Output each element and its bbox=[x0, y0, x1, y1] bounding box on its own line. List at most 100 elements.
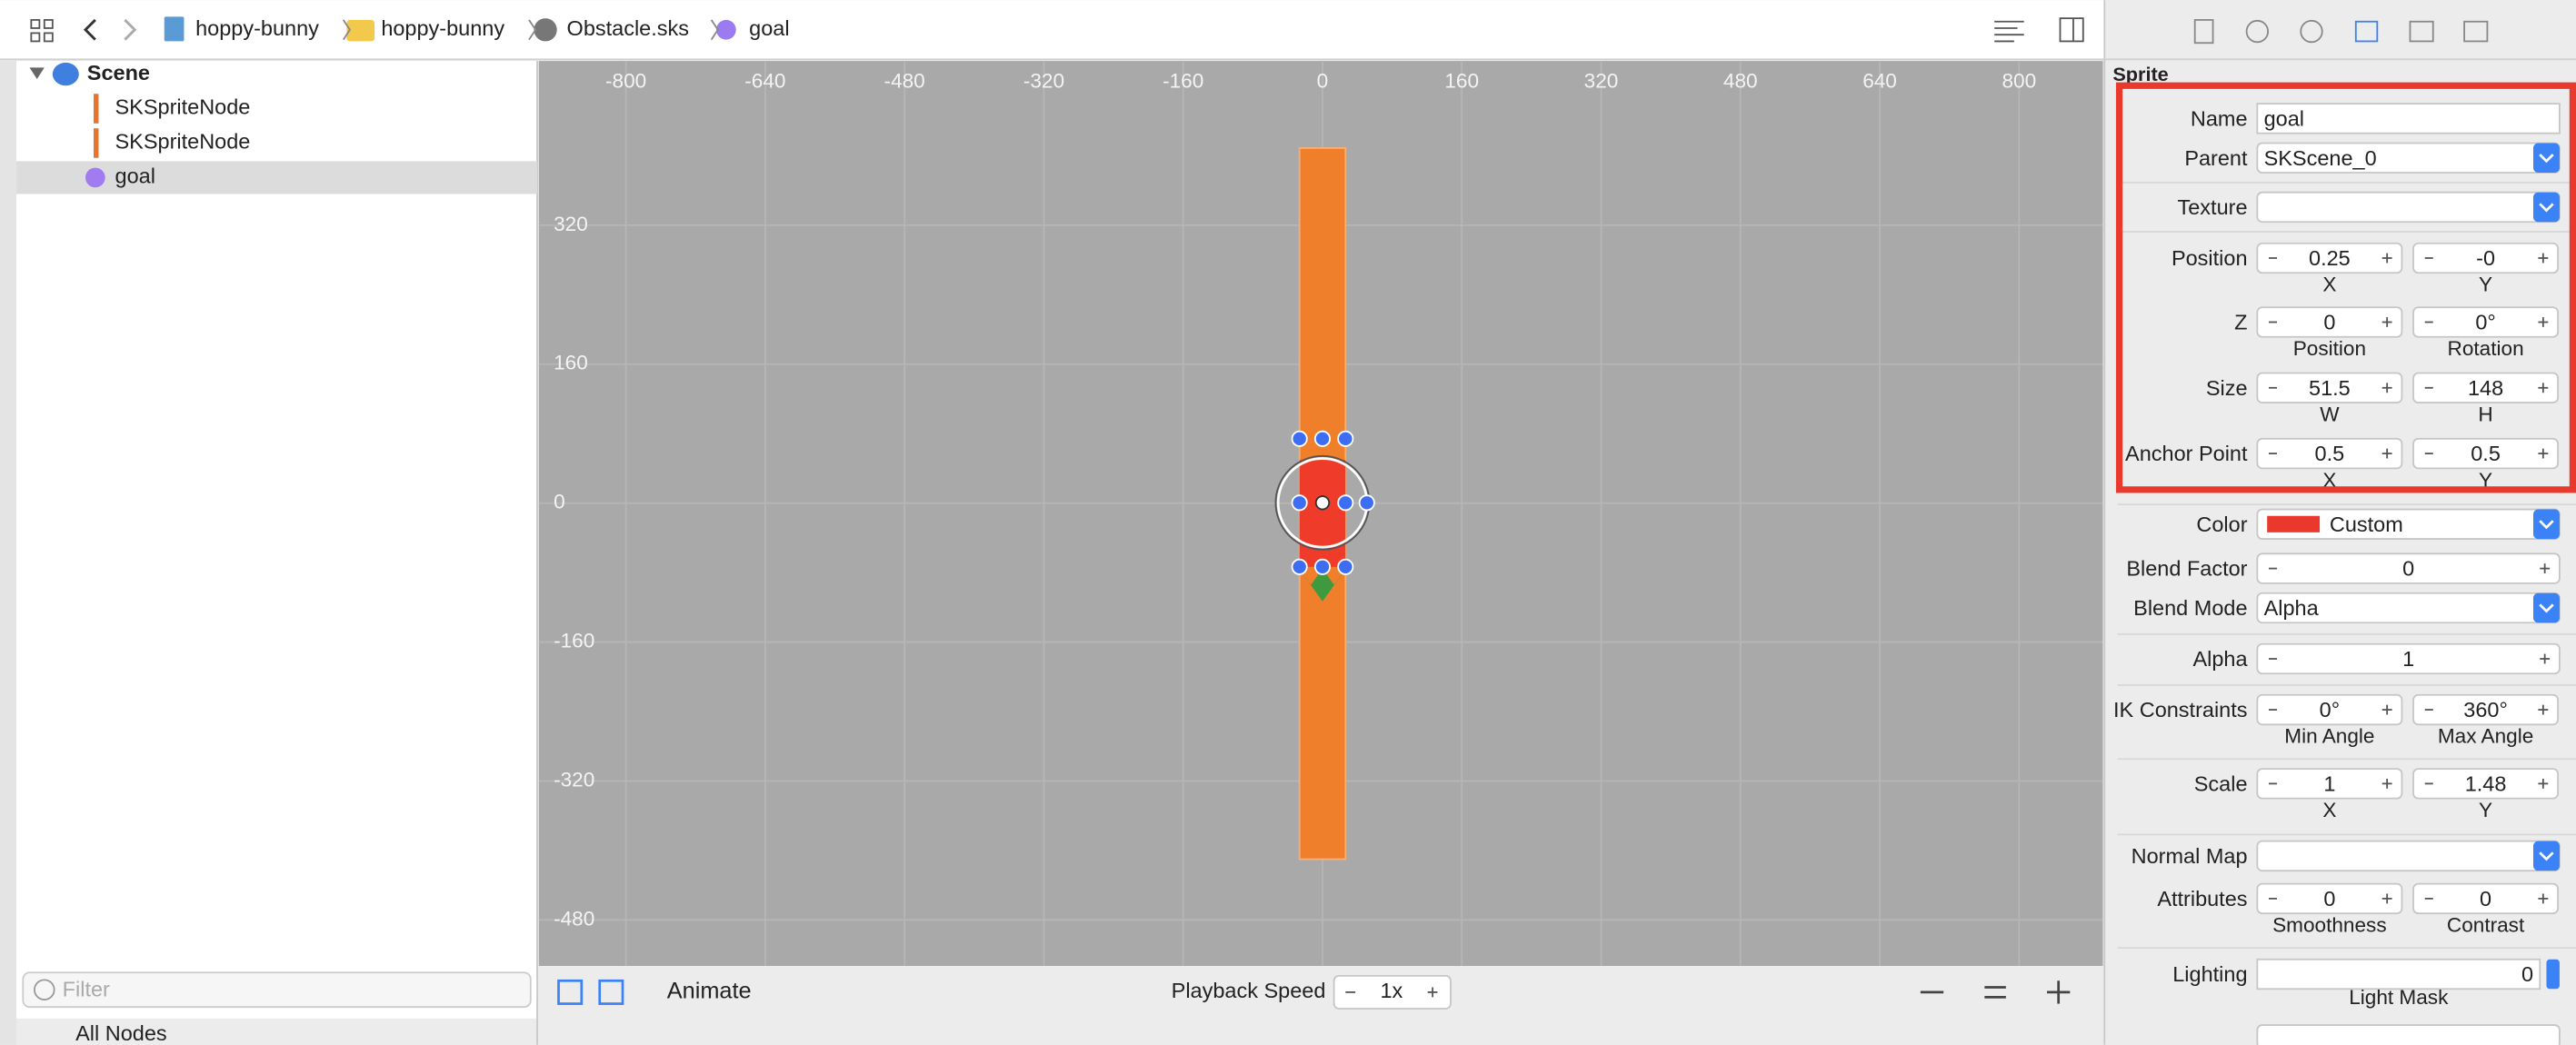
field-caption: X bbox=[2322, 274, 2336, 296]
dropdown[interactable] bbox=[2256, 840, 2561, 872]
editor-icon[interactable] bbox=[1994, 20, 2024, 43]
field-label: Texture bbox=[2178, 195, 2248, 219]
bottom-bar bbox=[538, 965, 2103, 1019]
resize-handle[interactable] bbox=[1358, 494, 1375, 512]
dropdown-arrow[interactable] bbox=[2533, 192, 2560, 223]
back-button[interactable] bbox=[83, 18, 96, 41]
number-field[interactable] bbox=[2256, 958, 2541, 990]
ruler-label: -320 bbox=[1023, 70, 1064, 93]
stepper-field[interactable] bbox=[2412, 882, 2560, 915]
stepper-field[interactable] bbox=[2256, 642, 2561, 675]
forward-button[interactable] bbox=[124, 18, 137, 41]
grid-icon[interactable] bbox=[30, 19, 54, 43]
dropdown[interactable] bbox=[2256, 191, 2561, 224]
playback-value: 1x bbox=[1380, 979, 1403, 1002]
inspector-toggle[interactable] bbox=[2059, 17, 2084, 43]
field-value: 148 bbox=[2468, 376, 2503, 400]
field[interactable] bbox=[2256, 1024, 2561, 1045]
project-icon bbox=[164, 16, 185, 42]
field-label: Alpha bbox=[2192, 647, 2248, 671]
field-label: Name bbox=[2191, 106, 2248, 130]
scene-icon bbox=[52, 62, 79, 86]
ruler-label: -160 bbox=[1163, 70, 1203, 93]
resize-handle[interactable] bbox=[1291, 430, 1308, 447]
animate-button[interactable]: Animate bbox=[667, 979, 752, 1004]
field-label: Blend Mode bbox=[2133, 596, 2247, 620]
ruler-label: 800 bbox=[2002, 70, 2036, 93]
field-label: Size bbox=[2206, 376, 2248, 400]
zoom-in[interactable] bbox=[2047, 980, 2071, 1004]
field-value: -0 bbox=[2476, 246, 2495, 270]
resize-handle[interactable] bbox=[1337, 558, 1354, 575]
stepper-field[interactable] bbox=[2256, 306, 2403, 338]
breadcrumb-item[interactable]: hoppy-bunny bbox=[195, 16, 319, 40]
field-value: 0.5 bbox=[2315, 442, 2345, 465]
stepper-field[interactable] bbox=[2412, 242, 2560, 274]
resize-handle[interactable] bbox=[1337, 494, 1354, 512]
field-label: Lighting bbox=[2172, 962, 2247, 986]
field-label: Color bbox=[2196, 513, 2247, 536]
stepper-buttons[interactable] bbox=[2546, 959, 2560, 990]
zoom-reset[interactable] bbox=[1984, 986, 2006, 999]
breadcrumb-item[interactable]: hoppy-bunny bbox=[381, 16, 504, 40]
ruler-label: 0 bbox=[1317, 70, 1329, 93]
filter-field[interactable] bbox=[22, 971, 532, 1009]
field-value: 0° bbox=[2475, 311, 2495, 334]
resize-handle[interactable] bbox=[1313, 558, 1331, 575]
field-caption: Position bbox=[2293, 337, 2366, 360]
ruler-label: -640 bbox=[744, 70, 785, 93]
gutter bbox=[0, 61, 17, 1045]
breadcrumb-item[interactable]: Obstacle.sks bbox=[567, 16, 689, 40]
stepper-field[interactable] bbox=[2256, 437, 2403, 470]
stepper-field[interactable] bbox=[2256, 693, 2403, 726]
outline-item[interactable]: Scene bbox=[87, 61, 150, 85]
field-label: Anchor Point bbox=[2125, 442, 2248, 465]
stepper-field[interactable] bbox=[2412, 306, 2560, 338]
outline-item[interactable]: goal bbox=[115, 164, 155, 188]
scope-selector[interactable]: All Nodes bbox=[75, 1021, 167, 1045]
stepper-field[interactable] bbox=[2256, 552, 2561, 584]
color-swatch bbox=[2267, 515, 2321, 532]
stepper-field[interactable] bbox=[2412, 768, 2560, 800]
stepper-field[interactable] bbox=[2412, 372, 2560, 403]
field-value: 1 bbox=[2402, 647, 2414, 671]
field-value: 0 bbox=[2323, 311, 2335, 334]
stepper-field[interactable] bbox=[2256, 882, 2403, 915]
stepper-field[interactable] bbox=[2256, 242, 2403, 274]
field-caption: X bbox=[2322, 469, 2336, 492]
layout-toggle[interactable] bbox=[557, 979, 584, 1005]
field-label: Normal Map bbox=[2132, 844, 2248, 868]
layout-toggle[interactable] bbox=[598, 979, 624, 1005]
resize-handle[interactable] bbox=[1337, 430, 1354, 447]
ruler-label: 160 bbox=[554, 352, 588, 374]
inspector-tabs[interactable] bbox=[2193, 19, 2489, 45]
resize-handle[interactable] bbox=[1291, 558, 1308, 575]
outline-item[interactable]: SKSpriteNode bbox=[115, 95, 251, 119]
dropdown-arrow[interactable] bbox=[2533, 592, 2560, 623]
field-caption: Y bbox=[2479, 799, 2492, 821]
canvas-layer: -800 -640 -480 -320 -160 0 160 320 480 640 800 320 1… bbox=[538, 61, 2103, 966]
node-icon bbox=[716, 19, 736, 40]
ruler-label: -800 bbox=[605, 70, 646, 93]
dropdown-arrow[interactable] bbox=[2533, 143, 2560, 174]
playback-stepper[interactable] bbox=[1333, 974, 1452, 1010]
outline-item[interactable]: SKSpriteNode bbox=[115, 130, 251, 154]
field-caption: Rotation bbox=[2448, 337, 2524, 360]
dropdown-arrow[interactable] bbox=[2533, 509, 2560, 540]
stepper-field[interactable] bbox=[2256, 768, 2403, 800]
breadcrumb-separator bbox=[528, 19, 537, 41]
text-field[interactable] bbox=[2256, 103, 2561, 134]
stepper-field[interactable] bbox=[2412, 693, 2560, 726]
ruler-label: 0 bbox=[554, 491, 565, 513]
resize-handle[interactable] bbox=[1313, 430, 1331, 447]
stepper-field[interactable] bbox=[2256, 372, 2403, 403]
dropdown-arrow[interactable] bbox=[2533, 841, 2560, 871]
anchor-handle[interactable] bbox=[1314, 495, 1331, 511]
resize-handle[interactable] bbox=[1291, 494, 1308, 512]
goal-sprite[interactable] bbox=[1299, 460, 1346, 567]
field-value: 1 bbox=[2323, 771, 2335, 795]
breadcrumb-item[interactable]: goal bbox=[749, 16, 789, 40]
stepper-field[interactable] bbox=[2412, 437, 2560, 470]
disclosure-triangle[interactable] bbox=[29, 67, 45, 80]
field-caption: Y bbox=[2479, 469, 2492, 492]
